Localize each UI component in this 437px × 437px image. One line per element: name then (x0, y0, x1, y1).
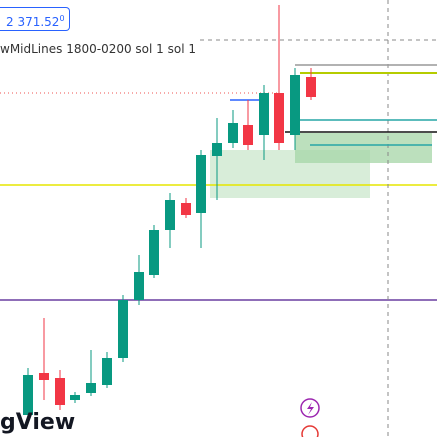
indicator-label: wMidLines 1800-0200 sol 1 sol 1 (0, 42, 196, 56)
candle-body (274, 93, 284, 143)
candle-body (290, 75, 300, 135)
candle-body (228, 123, 238, 143)
candle-body (165, 200, 175, 230)
price-text: 2 371.52 (6, 15, 60, 29)
candle-body (212, 143, 222, 156)
icon (301, 425, 319, 437)
candle-body (102, 358, 112, 385)
candle-body (243, 125, 253, 145)
zone (295, 133, 432, 163)
price-text-small: 0 (59, 14, 65, 23)
candle-body (23, 375, 33, 415)
watermark: gView (0, 410, 76, 435)
candle-body (181, 203, 191, 215)
price-label: 2 371.520 (0, 7, 70, 31)
candle-body (149, 230, 159, 275)
candle-body (196, 155, 206, 213)
candle-body (118, 300, 128, 358)
candle-body (55, 378, 65, 405)
candle-body (134, 272, 144, 300)
candle-body (86, 383, 96, 393)
icon (307, 402, 314, 415)
icon (300, 398, 320, 418)
candle-body (70, 395, 80, 400)
candles (23, 5, 316, 420)
candle-body (259, 93, 269, 135)
candle-body (39, 373, 49, 380)
candle-body (306, 77, 316, 97)
